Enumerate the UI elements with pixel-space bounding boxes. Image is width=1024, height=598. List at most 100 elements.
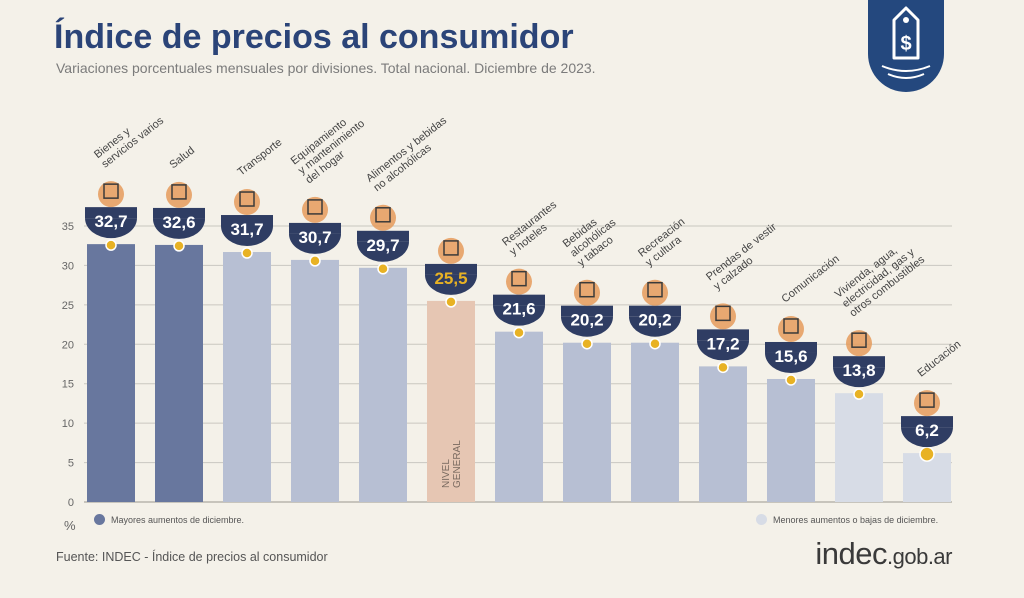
bar [291, 259, 339, 502]
category-label: Salud [167, 145, 197, 172]
category-label: Equipamientoy mantenimientodel hogar [289, 108, 375, 186]
y-tick-label: 5 [68, 458, 74, 470]
value-bubble-top [289, 222, 341, 234]
bar-top-dot [309, 255, 321, 267]
y-tick-label: 0 [68, 497, 74, 509]
lightbulb-icon [846, 330, 872, 357]
y-tick-label: 35 [62, 221, 74, 233]
bar-top-dot [241, 247, 253, 259]
value-bubble-top [833, 356, 885, 368]
bar-top-dot [717, 361, 729, 374]
bar-top-dot [513, 326, 525, 339]
legend-low: Menores aumentos o bajas de diciembre. [756, 514, 938, 525]
plate-cutlery-icon [506, 268, 532, 295]
value-bubble-top [153, 207, 205, 219]
indec-badge: $ [868, 0, 944, 92]
bar [631, 342, 679, 502]
legend-high-swatch [94, 514, 105, 525]
bar-top-dot [649, 337, 661, 350]
page-title: Índice de precios al consumidor [54, 18, 574, 56]
value-bubble [901, 427, 953, 448]
bar [495, 331, 543, 502]
value-label: 20,2 [570, 311, 603, 330]
category-label: Transporte [235, 136, 284, 178]
category-label: Alimentos y bebidasno alcohólicas [364, 114, 457, 194]
category-label: Prendas de vestiry calzado [704, 221, 786, 293]
value-bubble [289, 233, 341, 254]
scissors-comb-icon [98, 181, 124, 208]
value-bubble [153, 218, 205, 239]
svg-text:$: $ [900, 33, 911, 55]
bar [427, 300, 475, 502]
bar [835, 393, 883, 502]
category-label: Vivienda, agua,electricidad, gas yotros … [833, 234, 928, 319]
category-label: Restaurantesy hoteles [500, 199, 567, 258]
value-bubble-top [697, 329, 749, 341]
category-label: Comunicación [779, 253, 841, 305]
value-bubble-top [561, 305, 613, 317]
value-bubble-top [221, 215, 273, 227]
bar [223, 252, 271, 502]
value-label: 20,2 [638, 311, 671, 330]
drinks-icon [574, 279, 600, 306]
source-note: Fuente: INDEC - Índice de precios al con… [56, 550, 328, 564]
value-bubble [221, 226, 273, 247]
y-axis-label: % [64, 518, 76, 533]
bar [563, 342, 611, 502]
value-bubble-top [357, 230, 409, 242]
tshirt-icon [710, 303, 736, 330]
value-label: 29,7 [366, 236, 399, 255]
medical-cross-icon [166, 181, 192, 208]
value-label: 25,5 [434, 269, 467, 288]
brand-logo: indec.gob.ar [815, 536, 952, 572]
bar [155, 244, 203, 502]
legend-low-label: Menores aumentos o bajas de diciembre. [773, 514, 939, 525]
value-bubble [765, 352, 817, 373]
legend-high: Mayores aumentos de diciembre. [94, 514, 244, 525]
value-bubble [697, 340, 749, 361]
category-label: Recreacióny cultura [636, 216, 695, 269]
bar-top-dot [581, 337, 593, 350]
legend-high-label: Mayores aumentos de diciembre. [111, 514, 245, 525]
bar-top-dot [445, 296, 457, 308]
food-bowl-icon [370, 204, 396, 231]
category-label: Bebidasalcohólicasy tabaco [561, 207, 626, 269]
y-tick-label: 25 [62, 300, 74, 312]
value-label: 6,2 [915, 421, 939, 440]
bar [87, 244, 135, 502]
bar-top-dot [853, 388, 865, 400]
value-label: 32,6 [162, 213, 195, 232]
page-subtitle: Variaciones porcentuales mensuales por d… [56, 60, 596, 76]
value-label: 30,7 [298, 228, 331, 247]
y-tick-label: 15 [62, 379, 74, 391]
value-bubble [357, 241, 409, 262]
price-tag-dollar-icon: $ [881, 6, 931, 79]
value-bubble [493, 305, 545, 326]
brand-suffix: .gob.ar [887, 544, 953, 569]
value-label: 13,8 [842, 361, 875, 380]
category-label: NIVELGENERAL [441, 440, 463, 488]
value-bubble-top [85, 207, 137, 219]
y-tick-label: 10 [62, 418, 74, 430]
bar-top-dot [785, 374, 797, 386]
value-bubble [425, 274, 477, 295]
value-label: 17,2 [706, 334, 739, 353]
value-bubble-top [629, 305, 681, 317]
value-bubble [833, 367, 885, 388]
value-bubble-top [901, 416, 953, 428]
bar-top-dot [377, 263, 389, 275]
value-label: 15,6 [774, 347, 807, 366]
notebook-icon [914, 390, 940, 417]
brand-main: indec [815, 536, 887, 571]
value-label: 31,7 [230, 220, 263, 239]
y-tick-label: 30 [62, 260, 74, 272]
value-label: 21,6 [502, 300, 535, 319]
bar [359, 267, 407, 502]
basket-icon [438, 237, 464, 264]
value-bubble [561, 316, 613, 337]
beach-umbrella-icon [642, 279, 668, 306]
value-bubble-top [493, 294, 545, 306]
category-label: Bienes yservicios varios [92, 105, 166, 171]
washing-machine-icon [302, 196, 328, 223]
